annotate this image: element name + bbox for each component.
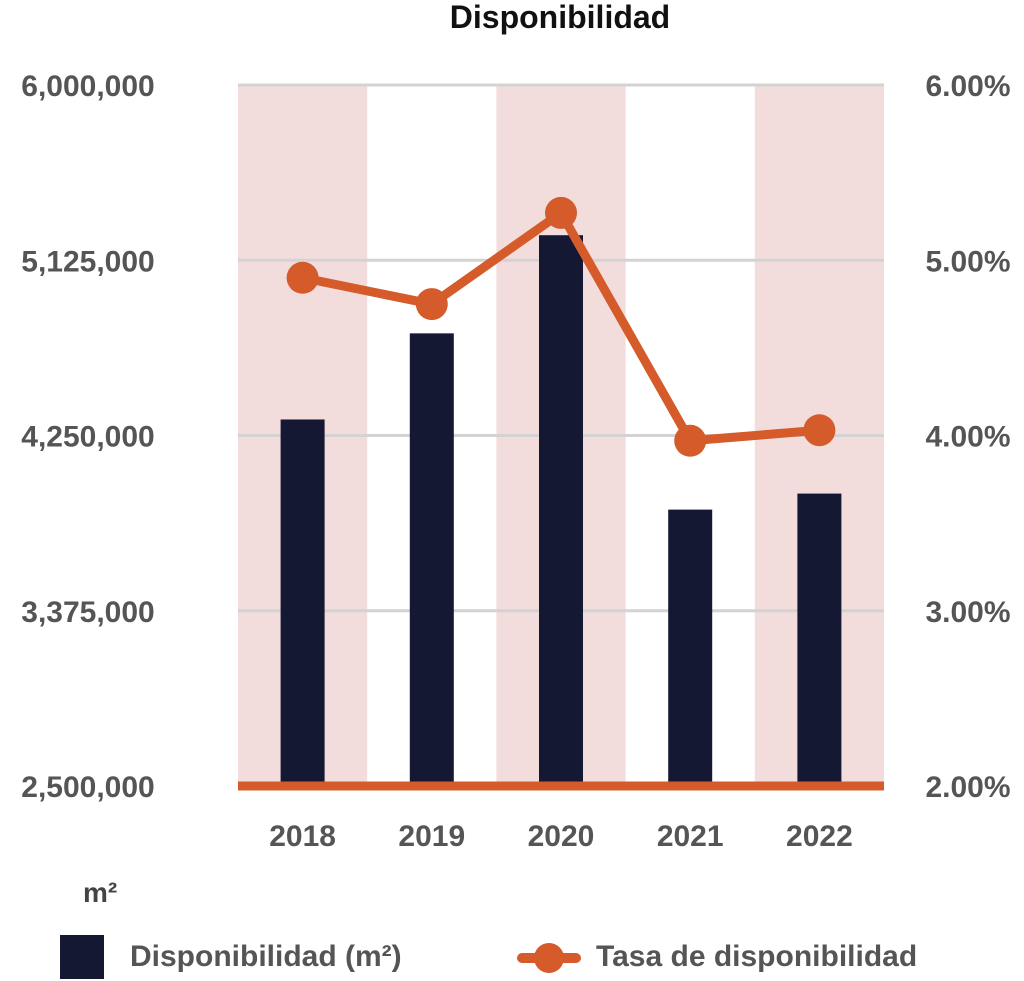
bar-2020 [539,235,583,786]
bar-2022 [797,493,842,786]
left-axis-ticks: 2,500,000 3,375,000 4,250,000 5,125,000 6,00… [21,70,154,804]
right-axis-ticks: 2.00% 3.00% 4.00% 5.00% 6.00% [925,70,1010,804]
rate-point-2018 [286,261,319,294]
unit-label: m² [83,877,117,908]
x-tick-label: 2020 [528,820,595,853]
legend-bar-label: Disponibilidad (m²) [130,940,402,973]
x-tick-label: 2022 [786,820,853,853]
left-tick-label: 3,375,000 [21,596,154,629]
x-tick-label: 2018 [269,820,336,853]
right-tick-label: 3.00% [925,596,1010,629]
rate-point-2021 [674,424,707,457]
legend-bar-swatch [60,935,104,979]
right-tick-label: 5.00% [925,245,1010,278]
rate-point-2019 [415,288,448,321]
left-tick-label: 6,000,000 [21,70,154,103]
rate-line [286,196,836,457]
left-tick-label: 2,500,000 [21,771,154,804]
left-tick-label: 5,125,000 [21,245,154,278]
x-tick-label: 2019 [398,820,465,853]
bar-2018 [280,419,325,786]
bar-2021 [668,509,713,786]
legend-line-label: Tasa de disponibilidad [596,940,917,973]
bars [280,235,842,786]
right-tick-label: 2.00% [925,771,1010,804]
rate-point-2020 [545,196,577,229]
right-tick-label: 6.00% [925,70,1010,103]
x-tick-label: 2021 [657,820,724,853]
bar-2019 [409,333,454,786]
legend-line-marker [534,943,564,973]
left-tick-label: 4,250,000 [21,421,154,454]
right-tick-label: 4.00% [925,421,1010,454]
rate-point-2022 [803,414,836,447]
legend: Disponibilidad (m²) Tasa de disponibilid… [60,935,917,979]
x-axis-ticks: 2018 2019 2020 2021 2022 [269,820,853,853]
chart-title: Disponibilidad [450,0,670,35]
